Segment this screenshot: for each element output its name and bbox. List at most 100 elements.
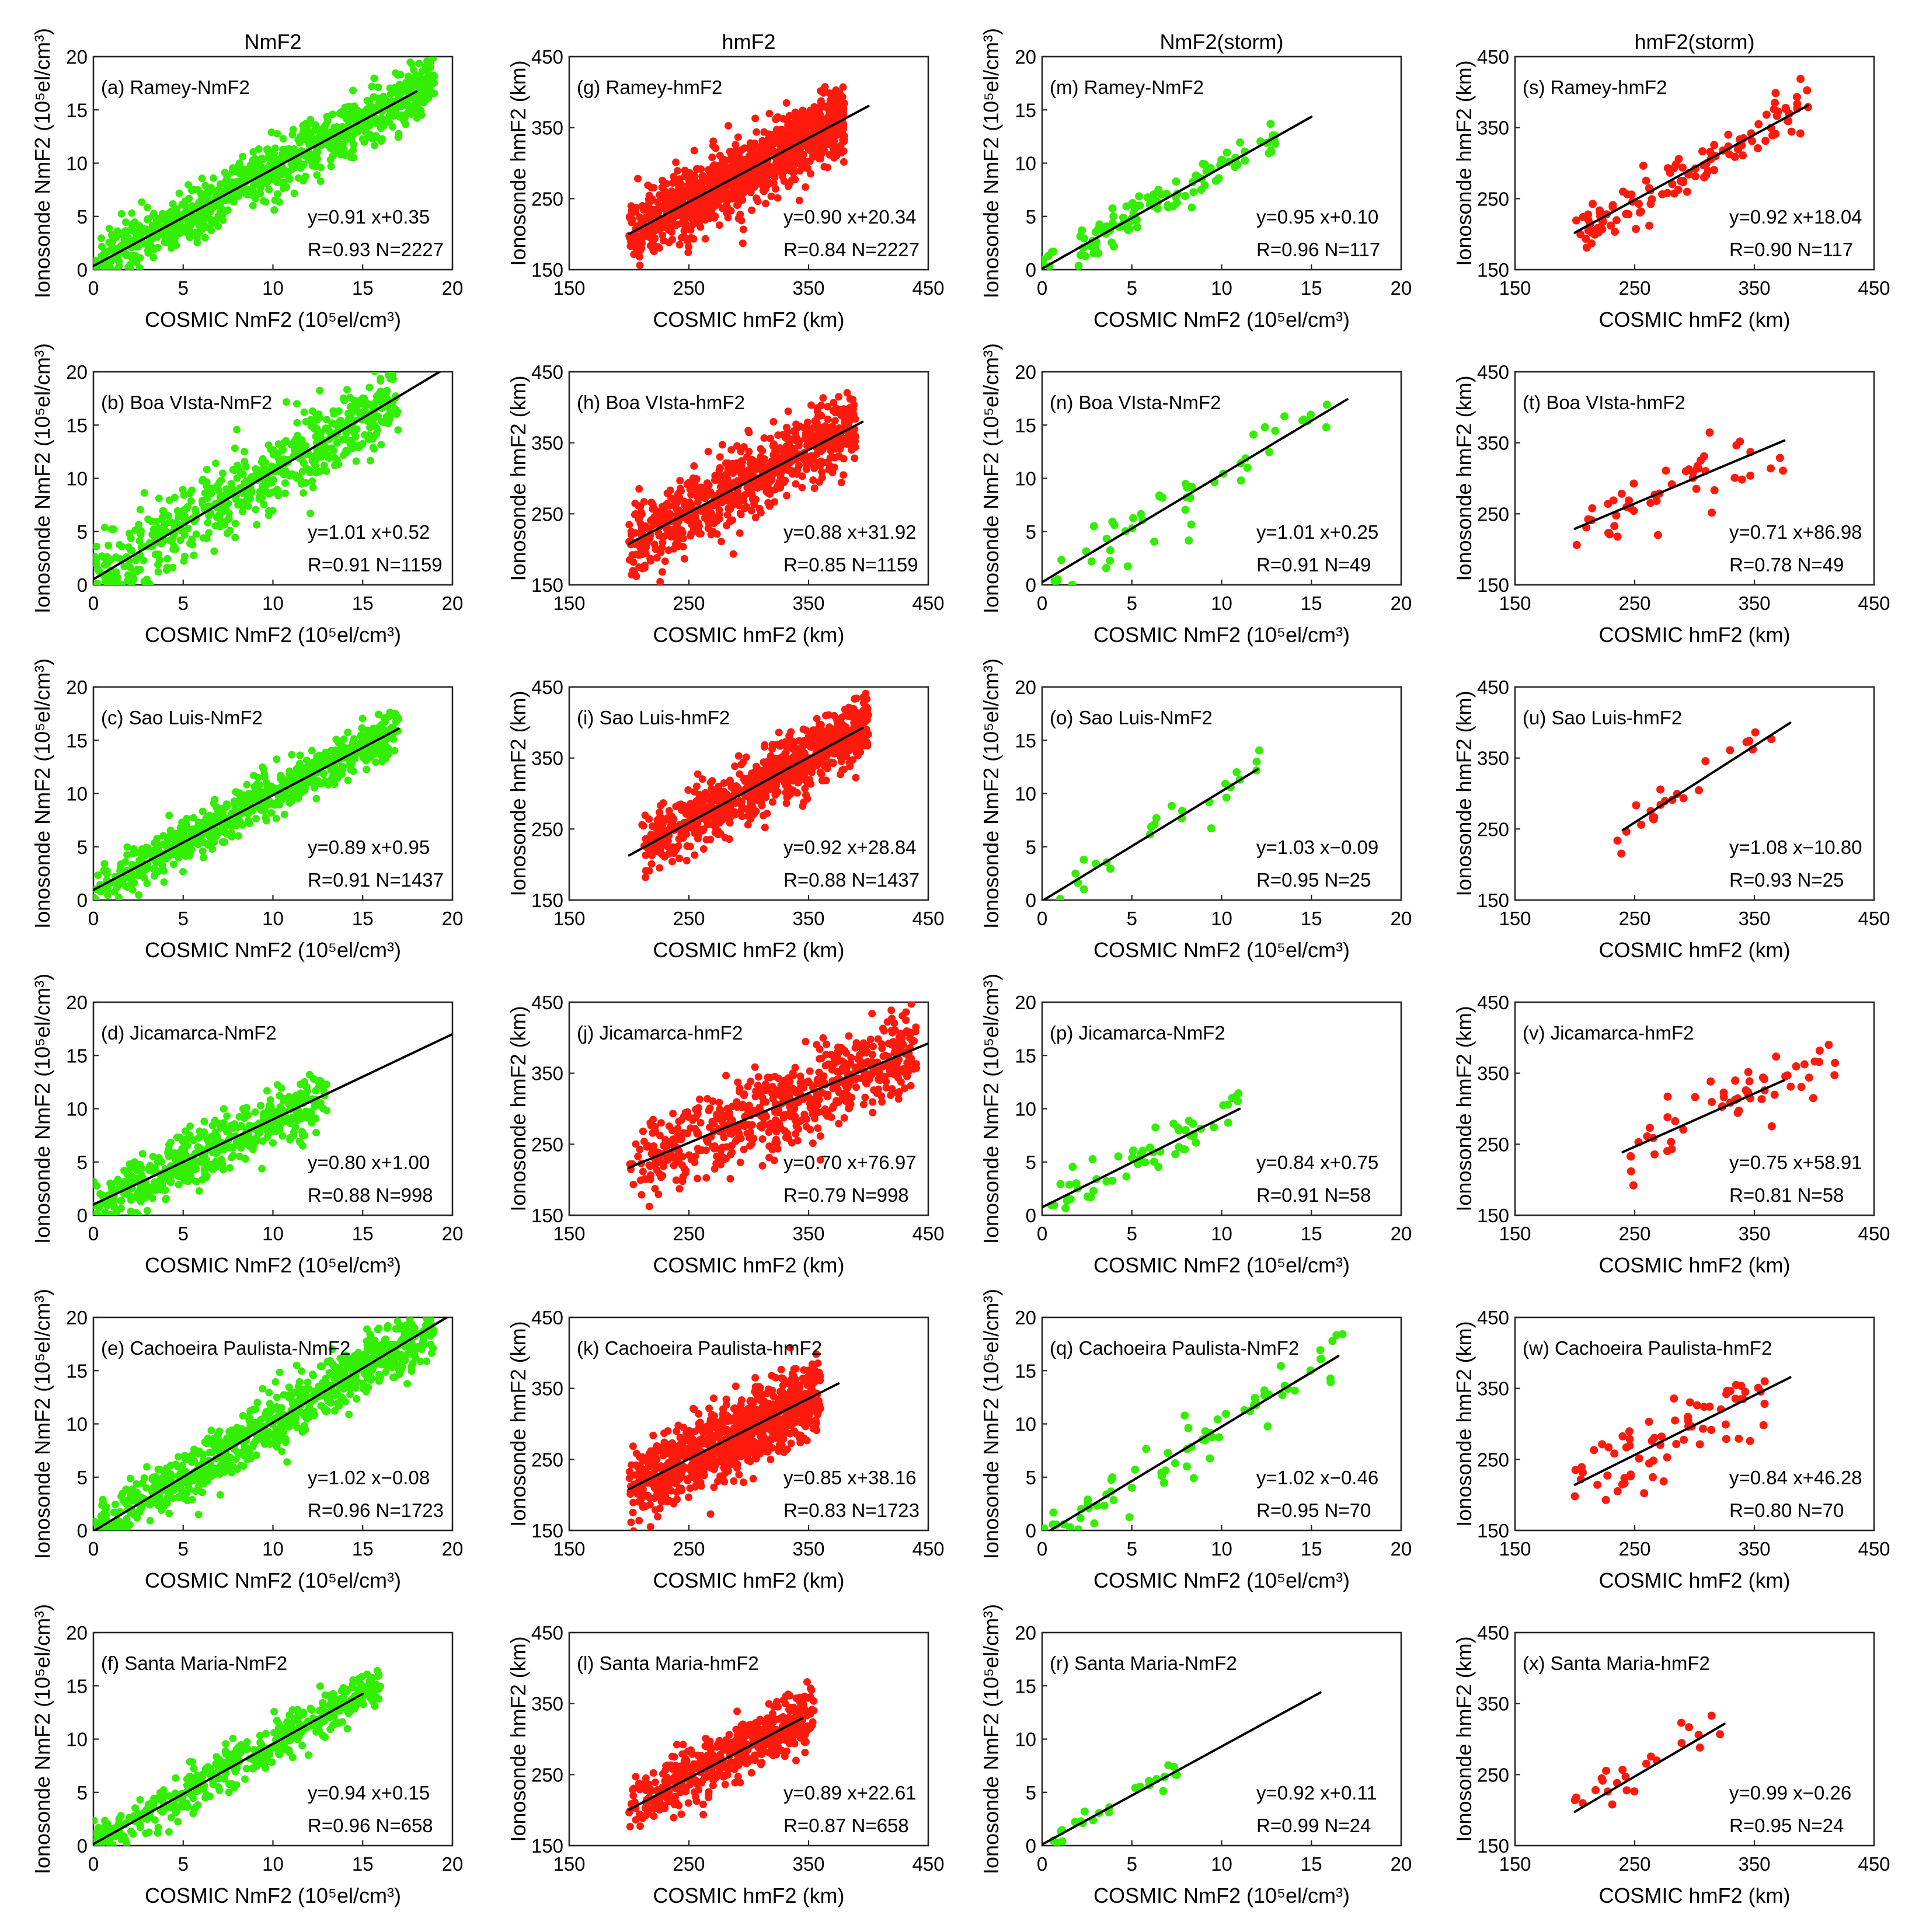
data-point: [321, 1733, 329, 1741]
data-point: [203, 478, 211, 486]
data-point: [353, 742, 361, 751]
y-tick-label: 0: [77, 259, 88, 281]
data-point: [96, 887, 105, 895]
y-tick-label: 0: [77, 1520, 88, 1542]
data-point: [151, 1182, 159, 1190]
y-tick-label: 5: [77, 1782, 88, 1804]
data-point: [299, 489, 308, 497]
data-point: [100, 860, 109, 868]
data-point: [289, 125, 297, 134]
data-point: [149, 225, 157, 233]
data-point: [277, 1084, 285, 1092]
data-point: [326, 1356, 335, 1365]
data-point: [329, 447, 337, 455]
x-tick-label: 10: [262, 1538, 284, 1560]
data-point: [154, 1829, 162, 1837]
data-point: [326, 428, 334, 437]
data-point: [223, 802, 231, 810]
data-point: [228, 1124, 236, 1132]
data-point: [636, 261, 644, 270]
data-point: [273, 755, 281, 763]
data-point: [660, 236, 668, 245]
data-point: [281, 479, 289, 487]
data-point: [311, 121, 319, 129]
data-point: [360, 1358, 368, 1366]
data-point: [209, 174, 217, 182]
y-tick-label: 20: [66, 361, 88, 383]
y-axis-label: Ionosonde NmF2 (10⁵el/cm³): [30, 1289, 54, 1559]
data-point: [370, 1680, 378, 1688]
data-point: [395, 130, 403, 138]
data-point: [164, 236, 172, 245]
data-point: [340, 396, 349, 404]
data-point: [376, 1341, 384, 1349]
data-point: [156, 856, 165, 864]
data-point: [353, 1395, 361, 1403]
data-point: [207, 226, 215, 235]
data-point: [249, 1764, 257, 1773]
data-point: [382, 360, 389, 367]
data-point: [295, 1377, 304, 1386]
panel-label: (e) Cachoeira Paulista-NmF2: [101, 1337, 350, 1359]
data-point: [122, 883, 130, 891]
data-point: [290, 189, 298, 197]
data-point: [123, 1525, 131, 1530]
y-tick-label: 20: [66, 992, 88, 1013]
data-point: [111, 1500, 119, 1508]
data-point: [170, 1802, 178, 1810]
y-tick-label: 5: [77, 206, 88, 228]
data-point: [93, 266, 100, 270]
data-point: [265, 1389, 273, 1397]
data-point: [298, 480, 306, 488]
data-point: [260, 500, 268, 508]
data-point: [121, 218, 130, 226]
data-point: [339, 1684, 347, 1692]
data-point: [120, 231, 128, 239]
data-point: [220, 504, 228, 512]
data-point: [225, 1780, 234, 1788]
data-point: [293, 1423, 301, 1431]
data-point: [315, 414, 323, 422]
data-point: [365, 400, 373, 409]
data-point: [149, 253, 158, 261]
data-point: [371, 747, 379, 755]
data-point: [325, 1369, 333, 1377]
x-tick-label: 5: [178, 1538, 189, 1560]
data-point: [218, 1160, 227, 1169]
data-point: [329, 407, 337, 415]
data-point: [117, 1197, 125, 1205]
data-point: [117, 542, 126, 550]
data-point: [213, 189, 221, 197]
data-point: [297, 1397, 305, 1405]
data-point: [135, 222, 144, 230]
data-point: [329, 1690, 337, 1698]
data-point: [175, 223, 183, 231]
data-point: [628, 207, 636, 215]
data-point: [293, 419, 301, 427]
data-point: [95, 1823, 103, 1832]
data-point: [100, 866, 108, 874]
data-point: [242, 496, 250, 504]
data-point: [370, 93, 378, 101]
data-point: [98, 552, 106, 560]
data-point: [422, 1310, 429, 1317]
data-point: [276, 1750, 284, 1759]
data-point: [223, 182, 231, 190]
data-point: [673, 167, 681, 175]
data-point: [394, 426, 402, 434]
data-point: [187, 497, 195, 505]
data-point: [154, 568, 162, 576]
data-point: [150, 847, 158, 855]
data-point: [253, 1399, 262, 1407]
data-point: [430, 72, 438, 81]
data-point: [121, 858, 130, 866]
fit-line: [93, 1692, 364, 1846]
data-point: [228, 829, 236, 837]
data-point: [199, 1450, 207, 1459]
data-point: [113, 227, 121, 235]
data-point: [319, 1104, 328, 1113]
data-point: [372, 132, 380, 140]
data-point: [239, 802, 248, 810]
